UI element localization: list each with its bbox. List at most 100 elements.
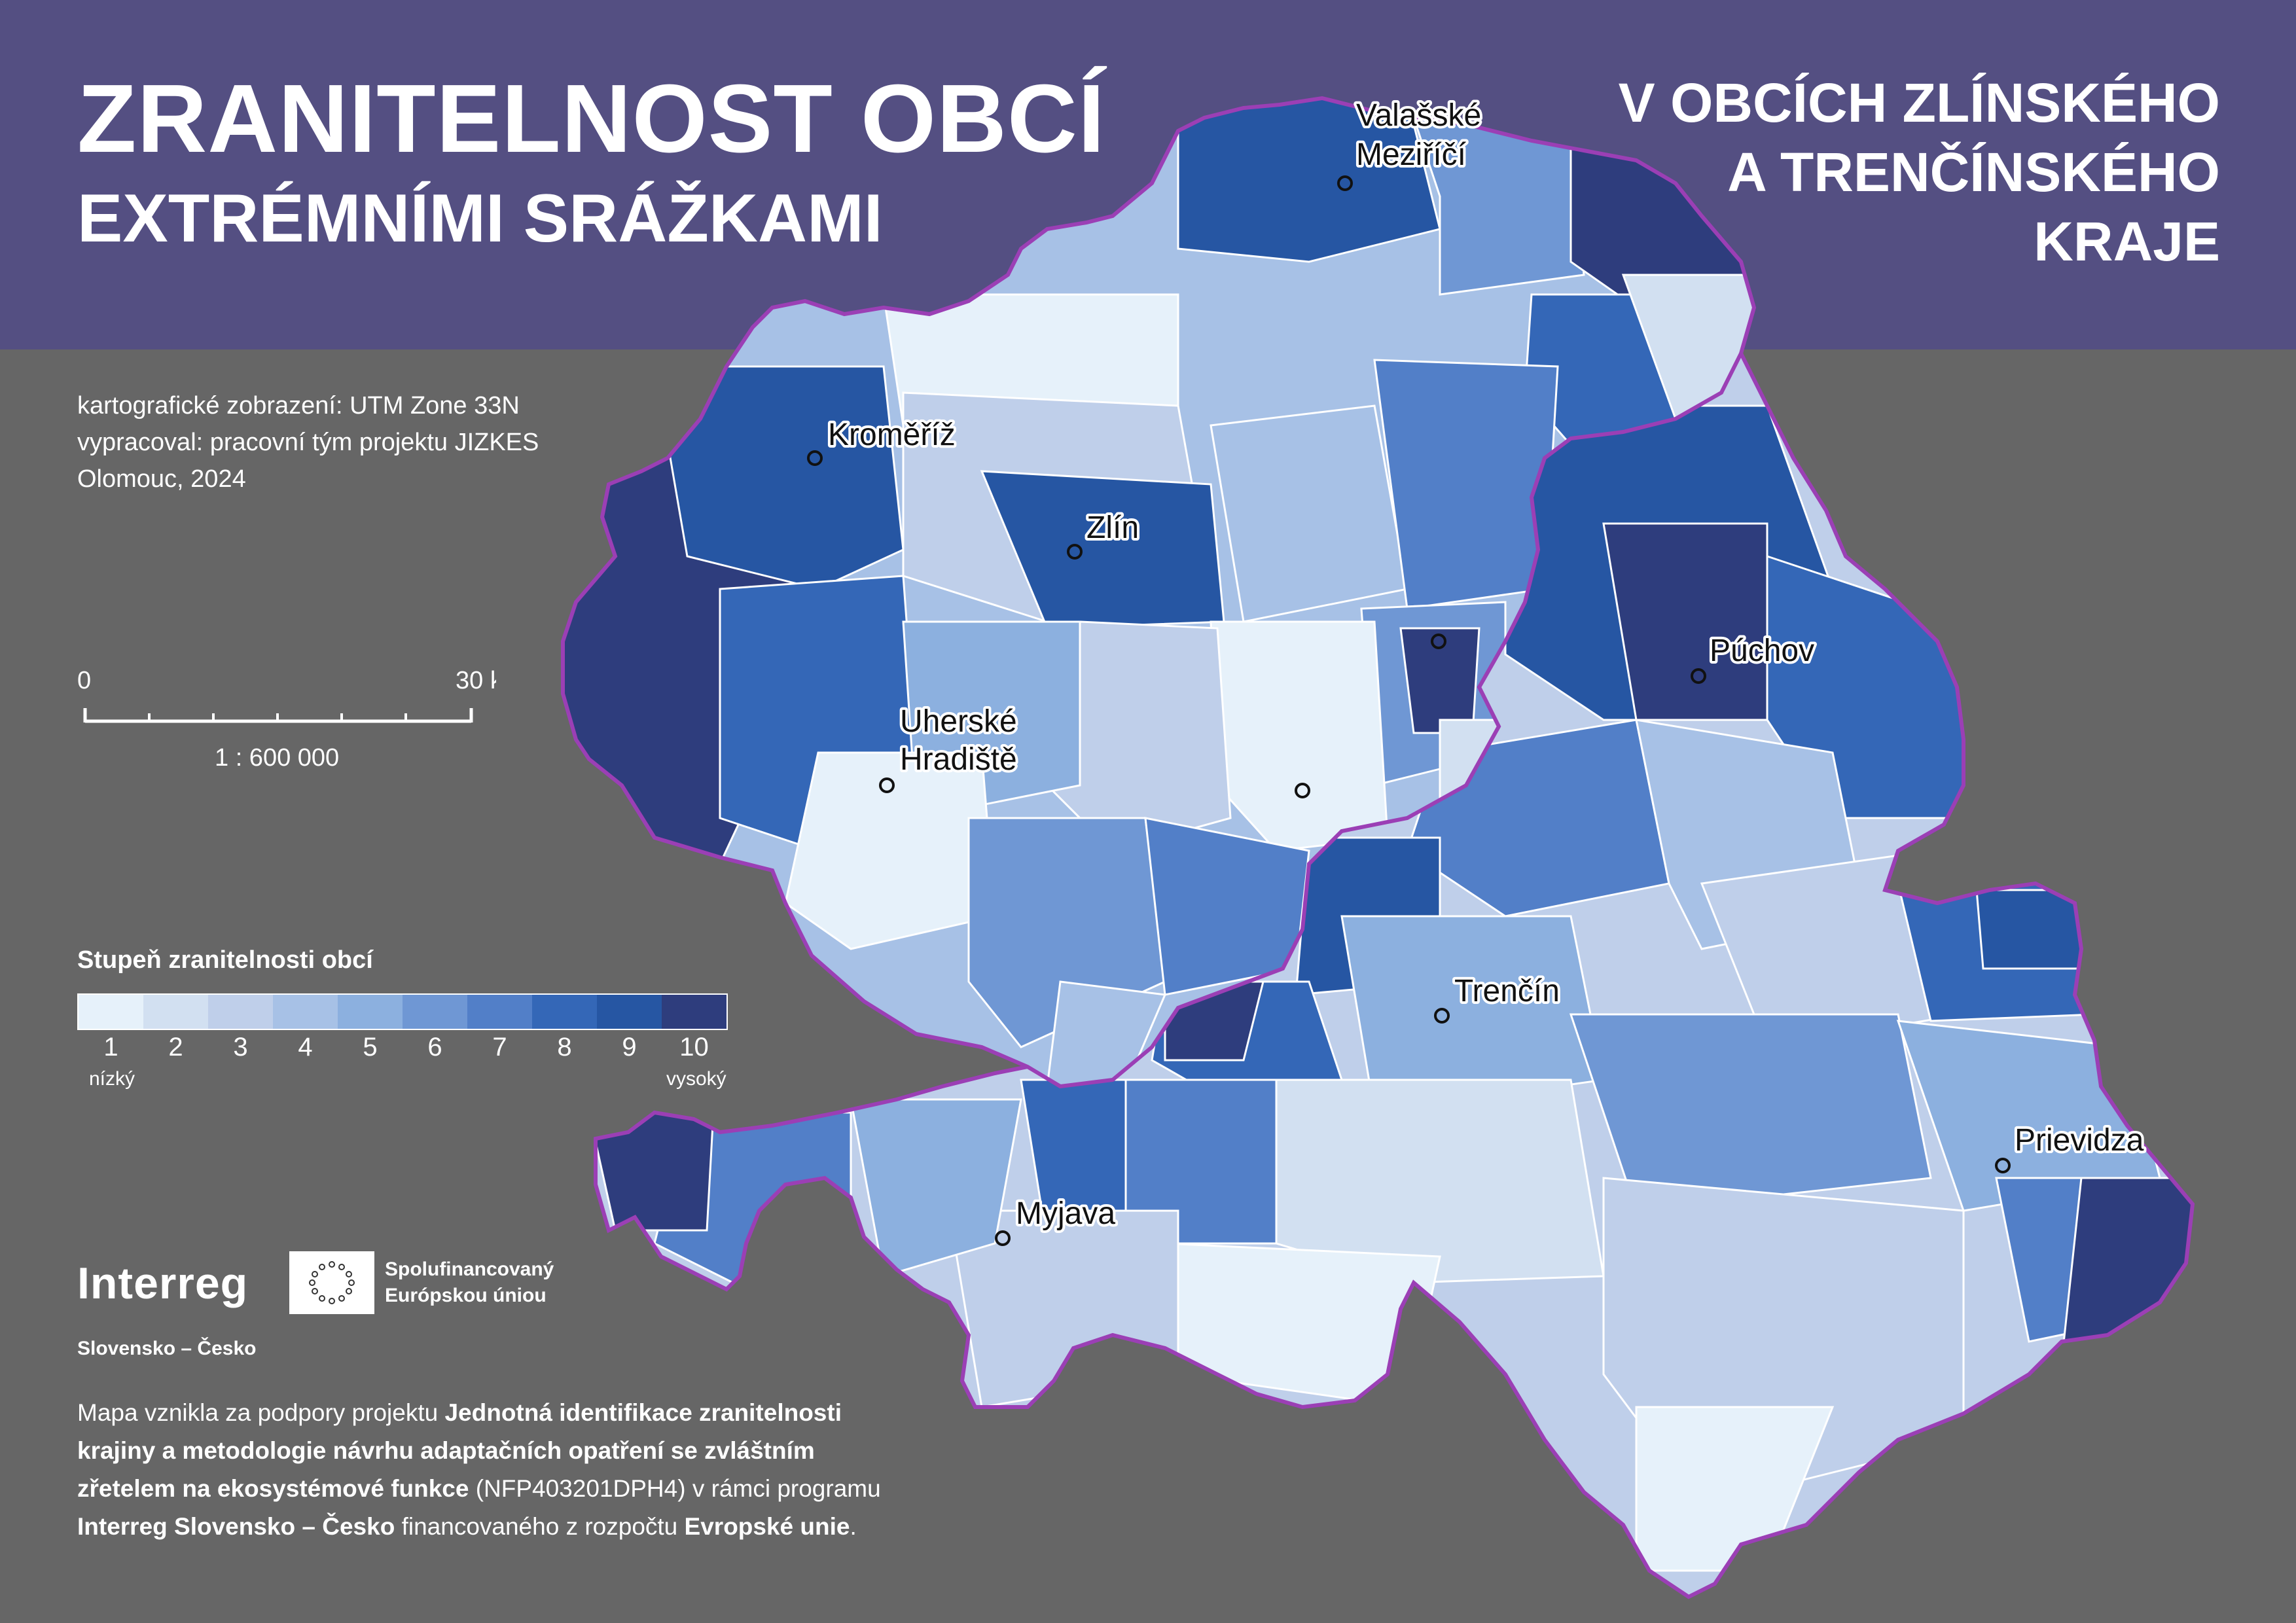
legend-title: Stupeň zranitelnosti obcí xyxy=(77,946,373,974)
legend-class-label: 10 xyxy=(679,1033,709,1061)
scale-start-label: 0 xyxy=(77,667,91,694)
zlin-region-border xyxy=(561,96,1757,1089)
funding-text: (NFP403201DPH4) v rámci programu xyxy=(469,1475,881,1502)
city-marker xyxy=(1295,783,1310,798)
legend-class-label: 6 xyxy=(427,1033,442,1061)
eu-cofinancing-label: Spolufinancovaný Európskou úniou xyxy=(385,1257,554,1309)
city-label: Meziříčí xyxy=(1356,137,1467,172)
subtitle-line2: A TRENČÍNSKÉHO xyxy=(1727,141,2220,203)
city-kromeriz: Kroměříž xyxy=(807,415,958,466)
legend-class-label: 7 xyxy=(492,1033,507,1061)
city-label: Prievidza xyxy=(2015,1123,2144,1158)
city-label: Uherské xyxy=(900,704,1017,739)
legend-swatch-1 xyxy=(79,995,143,1029)
zlin-municipalities xyxy=(563,98,1754,1086)
municipality-zone xyxy=(1210,404,1408,623)
project-name: zřetelem na ekosystémové funkce xyxy=(77,1475,469,1502)
city-label: Hradiště xyxy=(900,742,1017,777)
city-marker xyxy=(1067,544,1083,560)
municipality-zone xyxy=(784,751,996,950)
project-name: krajiny a metodologie návrhu adaptačních… xyxy=(77,1437,815,1464)
legend-low-label: nízký xyxy=(89,1068,135,1090)
funding-text: Mapa vznikla za podpory projektu xyxy=(77,1399,445,1426)
city-marker xyxy=(1337,175,1353,191)
funding-line-2: krajiny a metodologie návrhu adaptačních… xyxy=(77,1432,889,1470)
legend-swatch-3 xyxy=(208,995,273,1029)
map-title: ZRANITELNOST OBCÍ xyxy=(77,65,1105,173)
legend-class-label: 1 xyxy=(103,1033,118,1061)
municipality-zone xyxy=(1399,627,1480,734)
city-marker xyxy=(1431,633,1446,649)
legend-class-label: 8 xyxy=(557,1033,572,1061)
program-name: Interreg Slovensko – Česko xyxy=(77,1513,395,1540)
city-valasske-mezirici: Valašské Meziříčí xyxy=(1337,96,1484,191)
city-puchov: Púchov xyxy=(1691,631,1817,684)
legend-class-label: 3 xyxy=(233,1033,248,1061)
city-trencin: Trenčín xyxy=(1434,971,1562,1024)
city-marker xyxy=(1434,1008,1450,1024)
municipality-zone xyxy=(653,365,905,590)
trencin-region-border xyxy=(594,352,2195,1599)
city-marker xyxy=(995,1230,1011,1246)
eu-flag-icon xyxy=(289,1251,374,1314)
municipality-zone xyxy=(1975,889,2083,970)
author-text: vypracoval: pracovní tým projektu JIZKES xyxy=(77,429,539,456)
city-label: Trenčín xyxy=(1454,974,1560,1008)
city-prievidza: Prievidza xyxy=(1995,1120,2147,1173)
scale-bar: 0 30 km 1 : 600 000 xyxy=(77,661,523,792)
city-zlin: Zlín xyxy=(1067,508,1141,560)
funding-line-4: Interreg Slovensko – Česko financovaného… xyxy=(77,1508,889,1546)
eu-line2: Európskou úniou xyxy=(385,1285,547,1306)
map-title-line2: EXTRÉMNÍMI SRÁŽKAMI xyxy=(77,181,883,257)
city-label: Valašské xyxy=(1356,98,1481,133)
legend-swatch-6 xyxy=(403,995,467,1029)
legend-swatch-5 xyxy=(338,995,403,1029)
municipality-zone xyxy=(1177,98,1441,263)
legend-class-label: 2 xyxy=(168,1033,183,1061)
place-year-text: Olomouc, 2024 xyxy=(77,465,246,493)
scale-ratio: 1 : 600 000 xyxy=(215,744,339,772)
map-metadata: kartografické zobrazení: UTM Zone 33N vy… xyxy=(77,387,539,497)
map-subtitle: V OBCÍCH ZLÍNSKÉHO A TRENČÍNSKÉHO KRAJE xyxy=(1500,68,2220,276)
interreg-logo: Interreg xyxy=(77,1258,249,1308)
funding-text: financovaného z rozpočtu xyxy=(395,1513,685,1540)
legend-swatch-4 xyxy=(273,995,338,1029)
eu-name: Evropské unie xyxy=(684,1513,850,1540)
municipality-zone xyxy=(850,1098,1022,1277)
municipality-zone xyxy=(2060,1177,2193,1363)
scale-end-label: 30 km xyxy=(456,667,496,694)
municipality-zone xyxy=(1569,1013,1932,1212)
legend-class-labels: 1 2 3 4 5 6 7 8 9 10 xyxy=(77,1033,732,1072)
municipality-zone xyxy=(1373,359,1559,610)
city-marker xyxy=(807,450,823,466)
legend-class-label: 4 xyxy=(298,1033,313,1061)
legend-class-label: 9 xyxy=(622,1033,637,1061)
city-marker xyxy=(879,777,895,793)
legend-swatch-7 xyxy=(467,995,532,1029)
subtitle-line1: V OBCÍCH ZLÍNSKÉHO xyxy=(1618,72,2220,134)
eu-stars-icon xyxy=(309,1261,355,1304)
interreg-program-label: Slovensko – Česko xyxy=(77,1338,257,1359)
funding-line-1: Mapa vznikla za podpory projektu Jednotn… xyxy=(77,1394,889,1432)
legend-swatch-2 xyxy=(143,995,208,1029)
city-label: Kroměříž xyxy=(828,418,956,452)
scale-bar-graphic: 0 30 km 1 : 600 000 xyxy=(77,667,523,772)
city-unlabeled-1 xyxy=(1431,633,1446,649)
subtitle-line3: KRAJE xyxy=(2034,211,2220,272)
project-name: Jednotná identifikace zranitelnosti xyxy=(444,1399,842,1426)
legend-high-label: vysoký xyxy=(666,1068,726,1090)
legend-class-label: 5 xyxy=(363,1033,378,1061)
city-unlabeled-2 xyxy=(1295,783,1310,798)
eu-line1: Spolufinancovaný xyxy=(385,1258,554,1280)
city-marker xyxy=(1995,1158,2011,1173)
city-label: Myjava xyxy=(1016,1196,1115,1231)
funding-line-3: zřetelem na ekosystémové funkce (NFP4032… xyxy=(77,1470,889,1508)
projection-text: kartografické zobrazení: UTM Zone 33N xyxy=(77,392,520,419)
legend-swatch-8 xyxy=(532,995,597,1029)
legend-color-ramp xyxy=(77,993,728,1030)
city-label: Zlín xyxy=(1086,510,1139,545)
city-myjava: Myjava xyxy=(995,1194,1118,1246)
city-uherske-hradiste: Uherské Hradiště xyxy=(879,702,1020,793)
city-label: Púchov xyxy=(1710,633,1814,668)
